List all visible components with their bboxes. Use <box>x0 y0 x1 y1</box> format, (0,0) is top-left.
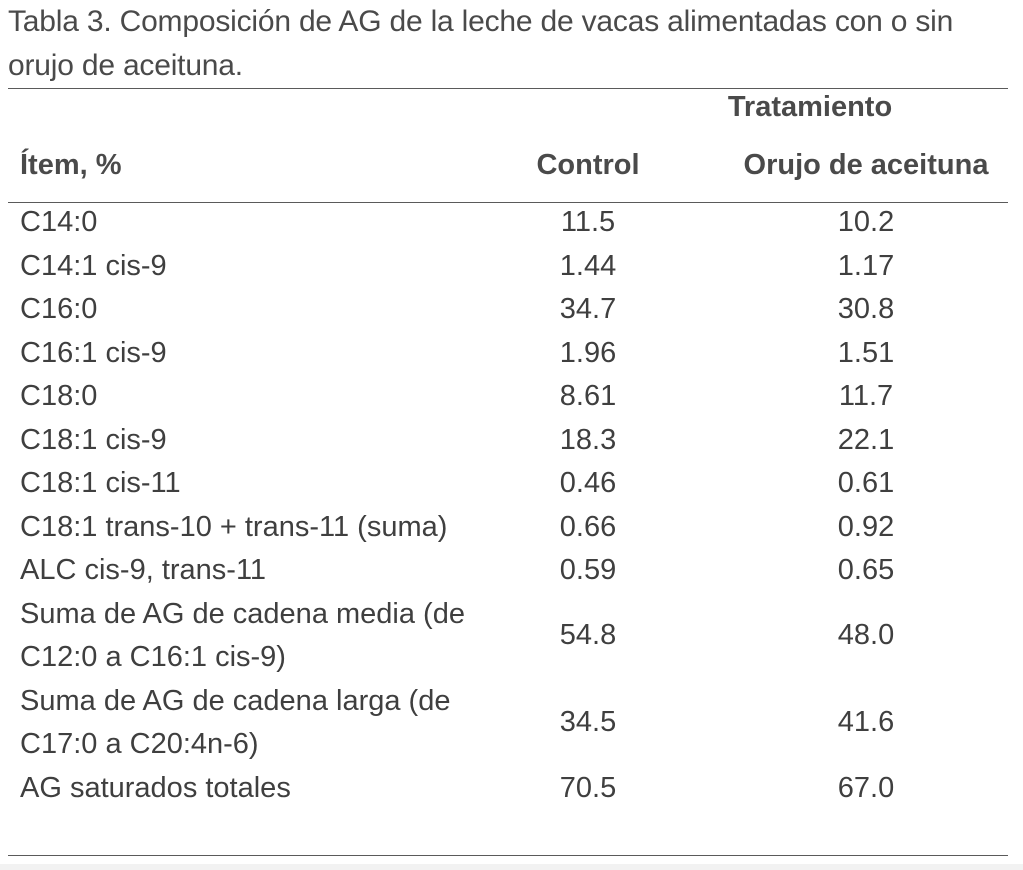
cell-item: C16:1 cis-9 <box>20 336 167 369</box>
cell-item: AG saturados totales <box>20 771 291 804</box>
cell-item: C16:0 <box>20 293 98 325</box>
cell-item: C18:0 <box>20 380 98 412</box>
cell-orujo: 22.1 <box>837 423 895 456</box>
cell-orujo: 67.0 <box>837 771 895 804</box>
table-caption: Tabla 3. Composición de AG de la leche d… <box>8 5 954 82</box>
header-orujo: Orujo de aceituna <box>743 149 989 181</box>
cell-item: C18:1 cis-9 <box>20 423 167 456</box>
table-row: C14:1 cis-9 1.44 1.17 <box>0 245 1023 289</box>
table-row: C14:0 11.5 10.2 <box>0 201 1023 245</box>
cell-orujo: 1.17 <box>837 249 895 282</box>
cell-item: Suma de AG de cadena media (de C12:0 a C… <box>20 597 465 674</box>
cell-item: C18:1 trans-10 + trans-11 (suma) <box>20 510 448 543</box>
cell-control: 0.59 <box>559 554 617 586</box>
cell-item: ALC cis-9, trans-11 <box>20 554 267 586</box>
page-bottom-band <box>0 864 1023 870</box>
table-header-rule <box>8 202 1008 203</box>
cell-orujo: 0.92 <box>837 510 895 543</box>
table-row: ALC cis-9, trans-11 0.59 0.65 <box>0 549 1023 593</box>
cell-orujo: 11.7 <box>838 380 894 412</box>
table-row: Suma de AG de cadena media (de C12:0 a C… <box>0 593 1023 680</box>
cell-item: C14:0 <box>20 206 98 238</box>
cell-control: 1.44 <box>559 249 617 282</box>
cell-control: 0.66 <box>559 510 617 543</box>
cell-control: 70.5 <box>559 771 617 804</box>
table-row: C18:1 cis-11 0.46 0.61 <box>0 462 1023 506</box>
cell-control: 1.96 <box>559 336 617 369</box>
cell-item: C18:1 cis-11 <box>20 467 181 499</box>
cell-control: 8.61 <box>559 380 617 412</box>
table-body: C14:0 11.5 10.2 C14:1 cis-9 1.44 1.17 C1… <box>0 201 1023 810</box>
cell-orujo: 0.61 <box>837 467 895 499</box>
cell-item: C14:1 cis-9 <box>20 249 167 282</box>
table-row: C18:1 cis-9 18.3 22.1 <box>0 419 1023 463</box>
table-row: C16:0 34.7 30.8 <box>0 288 1023 332</box>
table-row: AG saturados totales 70.5 67.0 <box>0 767 1023 811</box>
header-control: Control <box>536 149 640 181</box>
table-row: C16:1 cis-9 1.96 1.51 <box>0 332 1023 376</box>
header-item: Ítem, % <box>20 149 122 181</box>
cell-control: 54.8 <box>559 619 617 652</box>
table-row: C18:0 8.61 11.7 <box>0 375 1023 419</box>
treatment-group-header: Tratamiento <box>727 90 893 123</box>
cell-control: 34.7 <box>559 293 617 325</box>
cell-orujo: 48.0 <box>837 619 895 652</box>
cell-orujo: 10.2 <box>837 206 895 238</box>
cell-control: 0.46 <box>559 467 617 499</box>
cell-control: 11.5 <box>560 206 616 238</box>
cell-orujo: 41.6 <box>837 706 895 739</box>
table-header-row: Ítem, % Control Orujo de aceituna <box>0 140 1023 190</box>
cell-item: Suma de AG de cadena larga (de C17:0 a C… <box>20 684 451 761</box>
cell-orujo: 30.8 <box>837 293 895 325</box>
table-top-rule <box>8 88 1008 89</box>
cell-orujo: 0.65 <box>837 554 895 586</box>
table-row: C18:1 trans-10 + trans-11 (suma) 0.66 0.… <box>0 506 1023 550</box>
table-row: Suma de AG de cadena larga (de C17:0 a C… <box>0 680 1023 767</box>
table-bottom-rule <box>8 855 1008 856</box>
cell-control: 18.3 <box>559 423 617 456</box>
cell-control: 34.5 <box>559 706 617 739</box>
cell-orujo: 1.51 <box>837 336 895 369</box>
